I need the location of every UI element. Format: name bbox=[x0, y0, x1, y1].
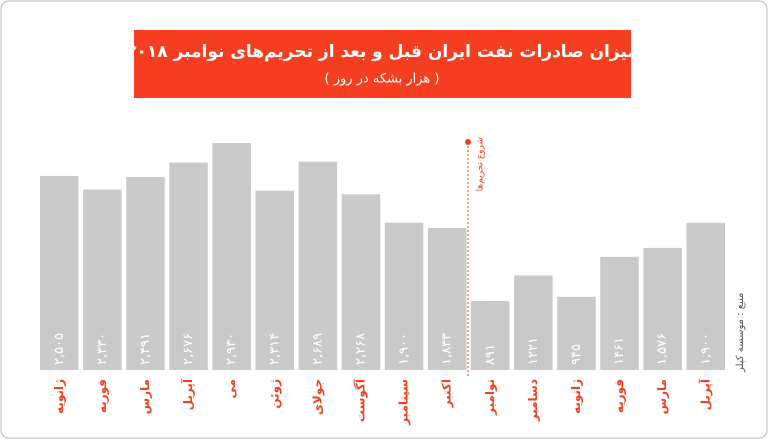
x-tick-label: اکتبر bbox=[440, 379, 454, 408]
bar bbox=[471, 300, 510, 370]
x-tick-label: آگوست bbox=[352, 378, 368, 422]
annotation-dot bbox=[465, 139, 471, 145]
bar bbox=[686, 222, 725, 370]
value-label: ۲,۴۹۱ bbox=[138, 333, 153, 365]
bar bbox=[40, 175, 79, 370]
value-label: ۲,۹۳۰ bbox=[224, 333, 239, 365]
value-label: ۱۲۲۱ bbox=[526, 337, 541, 365]
value-label: ۱,۹۰۰ bbox=[397, 333, 412, 365]
bar bbox=[169, 162, 208, 370]
bar bbox=[255, 190, 294, 370]
bar bbox=[83, 189, 122, 370]
value-label: ۱,۵۷۶ bbox=[655, 333, 670, 365]
bar bbox=[427, 227, 467, 370]
chart-subtitle: ( هزار بشکه در روز ) bbox=[324, 72, 439, 87]
x-tick-label: مارس bbox=[655, 379, 669, 414]
bar bbox=[600, 256, 639, 370]
bar bbox=[298, 161, 338, 370]
value-label: ۲,۲۶۸ bbox=[353, 333, 368, 365]
x-tick-label: ژانویه bbox=[569, 379, 584, 414]
bar bbox=[341, 194, 381, 370]
bar bbox=[126, 177, 165, 370]
x-tick-label: فوریه bbox=[612, 379, 627, 413]
x-tick-label: می bbox=[224, 379, 238, 399]
value-label: ۱,۹۰۰ bbox=[698, 333, 713, 365]
value-label: ۲,۳۳۰ bbox=[95, 333, 110, 365]
x-tick-label: آپریل bbox=[180, 378, 195, 410]
value-label: ۸۹۱ bbox=[483, 344, 498, 365]
bar bbox=[557, 296, 596, 370]
value-label: ۹۴۵ bbox=[569, 344, 584, 365]
chart-title: میزان صادرات نفت ایران قبل و بعد از تحری… bbox=[126, 42, 638, 62]
x-tick-label: نوامبر bbox=[483, 379, 498, 416]
x-tick-label: سپتامبر bbox=[397, 379, 411, 426]
value-label: ۲,۶۷۶ bbox=[181, 333, 196, 365]
annotation: شروع تحریم‌ها bbox=[476, 137, 486, 191]
value-label: ۲,۵۰۵ bbox=[52, 333, 67, 365]
x-tick-label: فوریه bbox=[95, 379, 110, 413]
bar bbox=[212, 143, 251, 370]
x-tick-label: آپریل bbox=[697, 378, 712, 410]
x-tick-label: ژوئن bbox=[267, 379, 282, 409]
bar bbox=[514, 275, 553, 370]
bar bbox=[643, 247, 682, 370]
source: منبع : موسسه کپلر bbox=[735, 293, 746, 373]
value-label: ۱,۸۳۳ bbox=[440, 333, 455, 365]
x-tick-label: ژانویه bbox=[52, 379, 67, 414]
value-label: ۲,۶۸۹ bbox=[310, 333, 325, 365]
value-label: ۲,۳۱۴ bbox=[267, 333, 282, 365]
x-tick-label: دسامبر bbox=[526, 379, 540, 422]
x-tick-label: مارس bbox=[138, 379, 152, 414]
x-tick-label: جولای bbox=[310, 379, 325, 415]
bar bbox=[384, 222, 424, 370]
value-label: ۱۴۶۱ bbox=[612, 337, 627, 365]
title-box bbox=[134, 30, 631, 98]
